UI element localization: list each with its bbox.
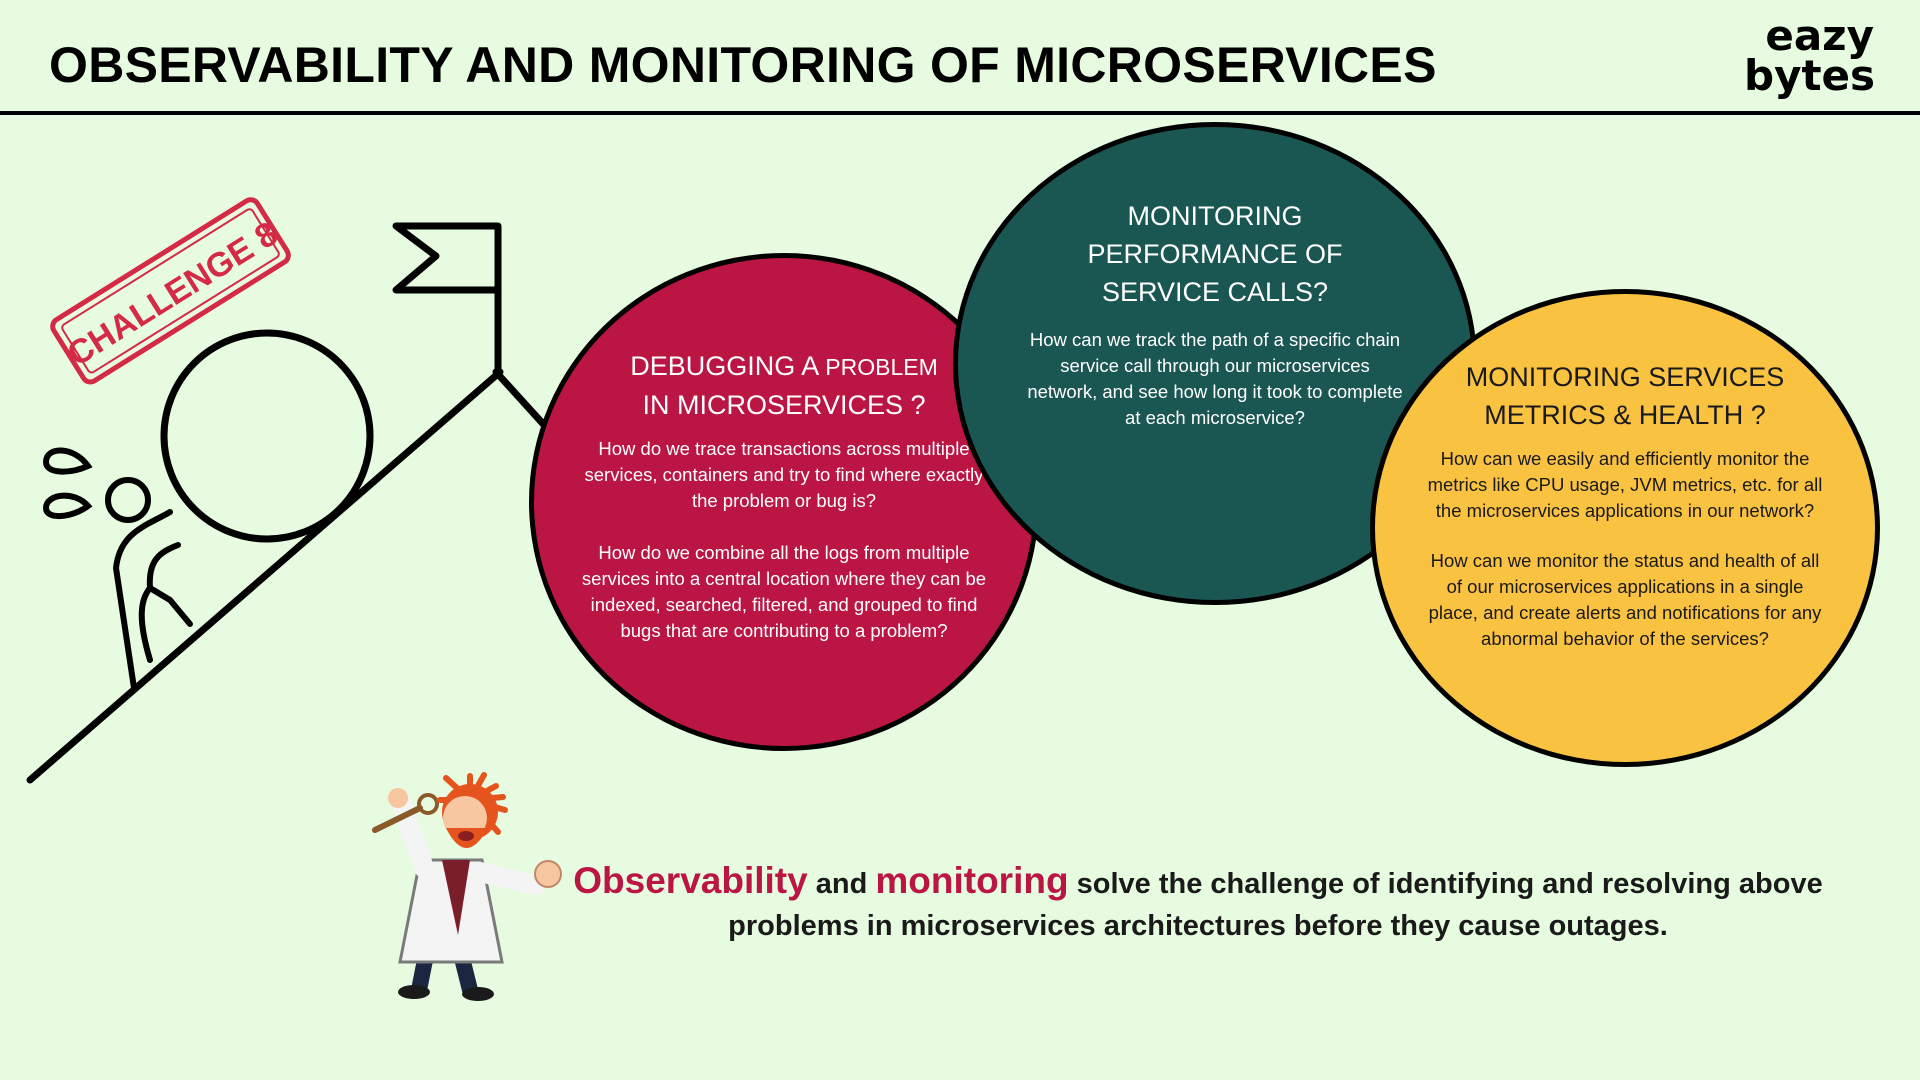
performance-title-line-2: PERFORMANCE OF [1087,239,1343,269]
debugging-paragraph-2: How do we combine all the logs from mult… [581,542,987,641]
logo-line-2: bytes [1744,51,1876,100]
summary-highlight-monitoring: monitoring [875,860,1069,901]
metrics-paragraph-2: How can we monitor the status and health… [1428,550,1822,649]
summary-text-2: solve the challenge of identifying and r… [728,868,1823,942]
performance-paragraph-1: How can we track the path of a specific … [1027,329,1403,428]
hill-slope [26,368,504,784]
hill-descent [492,368,549,430]
pushing-person-icon [105,477,193,691]
metrics-title-line-2: METRICS & HEALTH ? [1484,400,1766,430]
logo-line-1: eazy [1765,11,1874,60]
summary-statement: Observability and monitoring solve the c… [568,860,1828,947]
debugging-title-line-2: IN MICROSERVICES ? [642,390,926,420]
metrics-paragraph-1: How can we easily and efficiently monito… [1427,448,1823,521]
performance-title-line-3: SERVICE CALLS? [1101,277,1329,307]
debugging-title-part-1: DEBUGGING A [630,351,826,381]
debugging-title-part-2: PROBLEM [825,354,938,380]
debugging-paragraph-1: How do we trace transactions across mult… [584,438,984,511]
flag-icon [392,222,502,376]
performance-title-line-1: MONITORING [1127,201,1303,231]
metrics-title-line-1: MONITORING SERVICES [1465,362,1785,392]
performance-circle-title: MONITORING PERFORMANCE OF SERVICE CALLS? [1045,197,1385,311]
metrics-health-circle: MONITORING SERVICES METRICS & HEALTH ? H… [1370,289,1880,767]
eazybytes-logo: eazy bytes [1744,11,1876,100]
summary-highlight-observability: Observability [573,860,808,901]
page-title: OBSERVABILITY AND MONITORING OF MICROSER… [49,37,1437,93]
metrics-circle-title: MONITORING SERVICES METRICS & HEALTH ? [1445,358,1805,434]
debugging-circle-title: DEBUGGING A PROBLEM IN MICROSERVICES ? [619,347,949,424]
title-divider [0,111,1920,115]
scientist-character-icon [372,772,562,1001]
sweat-drops-icon [42,447,93,519]
boulder-circle [160,329,374,543]
challenge-stamp: CHALLENGE 8 [50,197,291,385]
summary-text-1: and [807,868,876,900]
